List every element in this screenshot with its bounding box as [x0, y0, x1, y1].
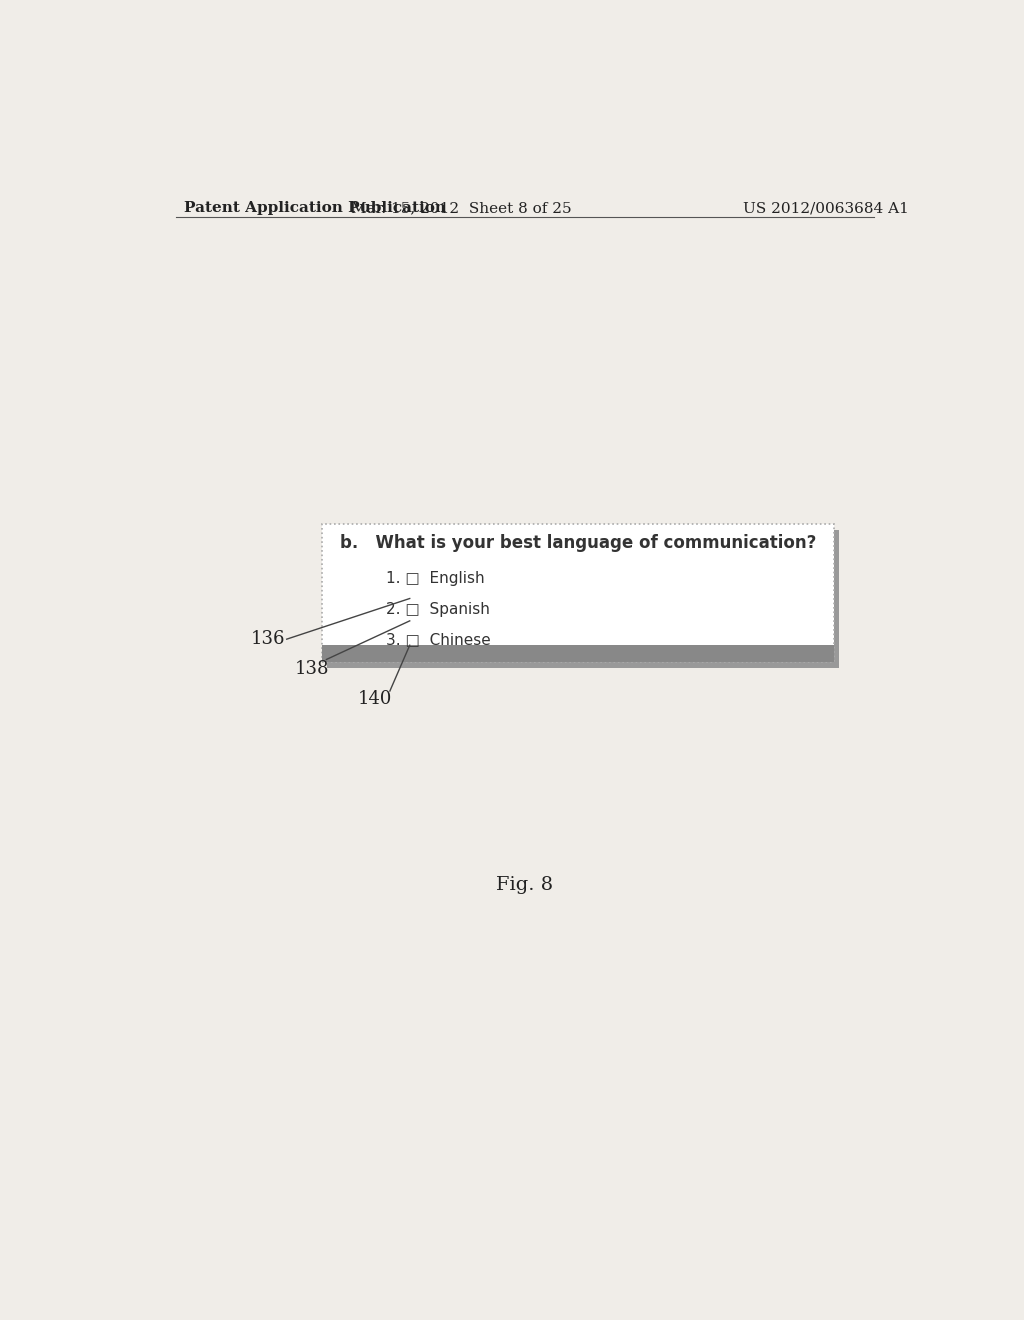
Bar [328, 531, 839, 668]
Text: b.   What is your best language of communication?: b. What is your best language of communi… [340, 535, 816, 553]
Bar [323, 524, 835, 661]
Text: US 2012/0063684 A1: US 2012/0063684 A1 [743, 201, 909, 215]
Text: 2. □  Spanish: 2. □ Spanish [386, 602, 489, 616]
Text: 1. □  English: 1. □ English [386, 572, 484, 586]
Text: 140: 140 [358, 690, 392, 708]
Bar [323, 645, 835, 661]
Text: 138: 138 [295, 660, 329, 677]
Text: Patent Application Publication: Patent Application Publication [183, 201, 445, 215]
Text: 136: 136 [251, 630, 286, 648]
Text: Fig. 8: Fig. 8 [497, 876, 553, 894]
Text: 3. □  Chinese: 3. □ Chinese [386, 632, 490, 647]
Text: Mar. 15, 2012  Sheet 8 of 25: Mar. 15, 2012 Sheet 8 of 25 [351, 201, 571, 215]
